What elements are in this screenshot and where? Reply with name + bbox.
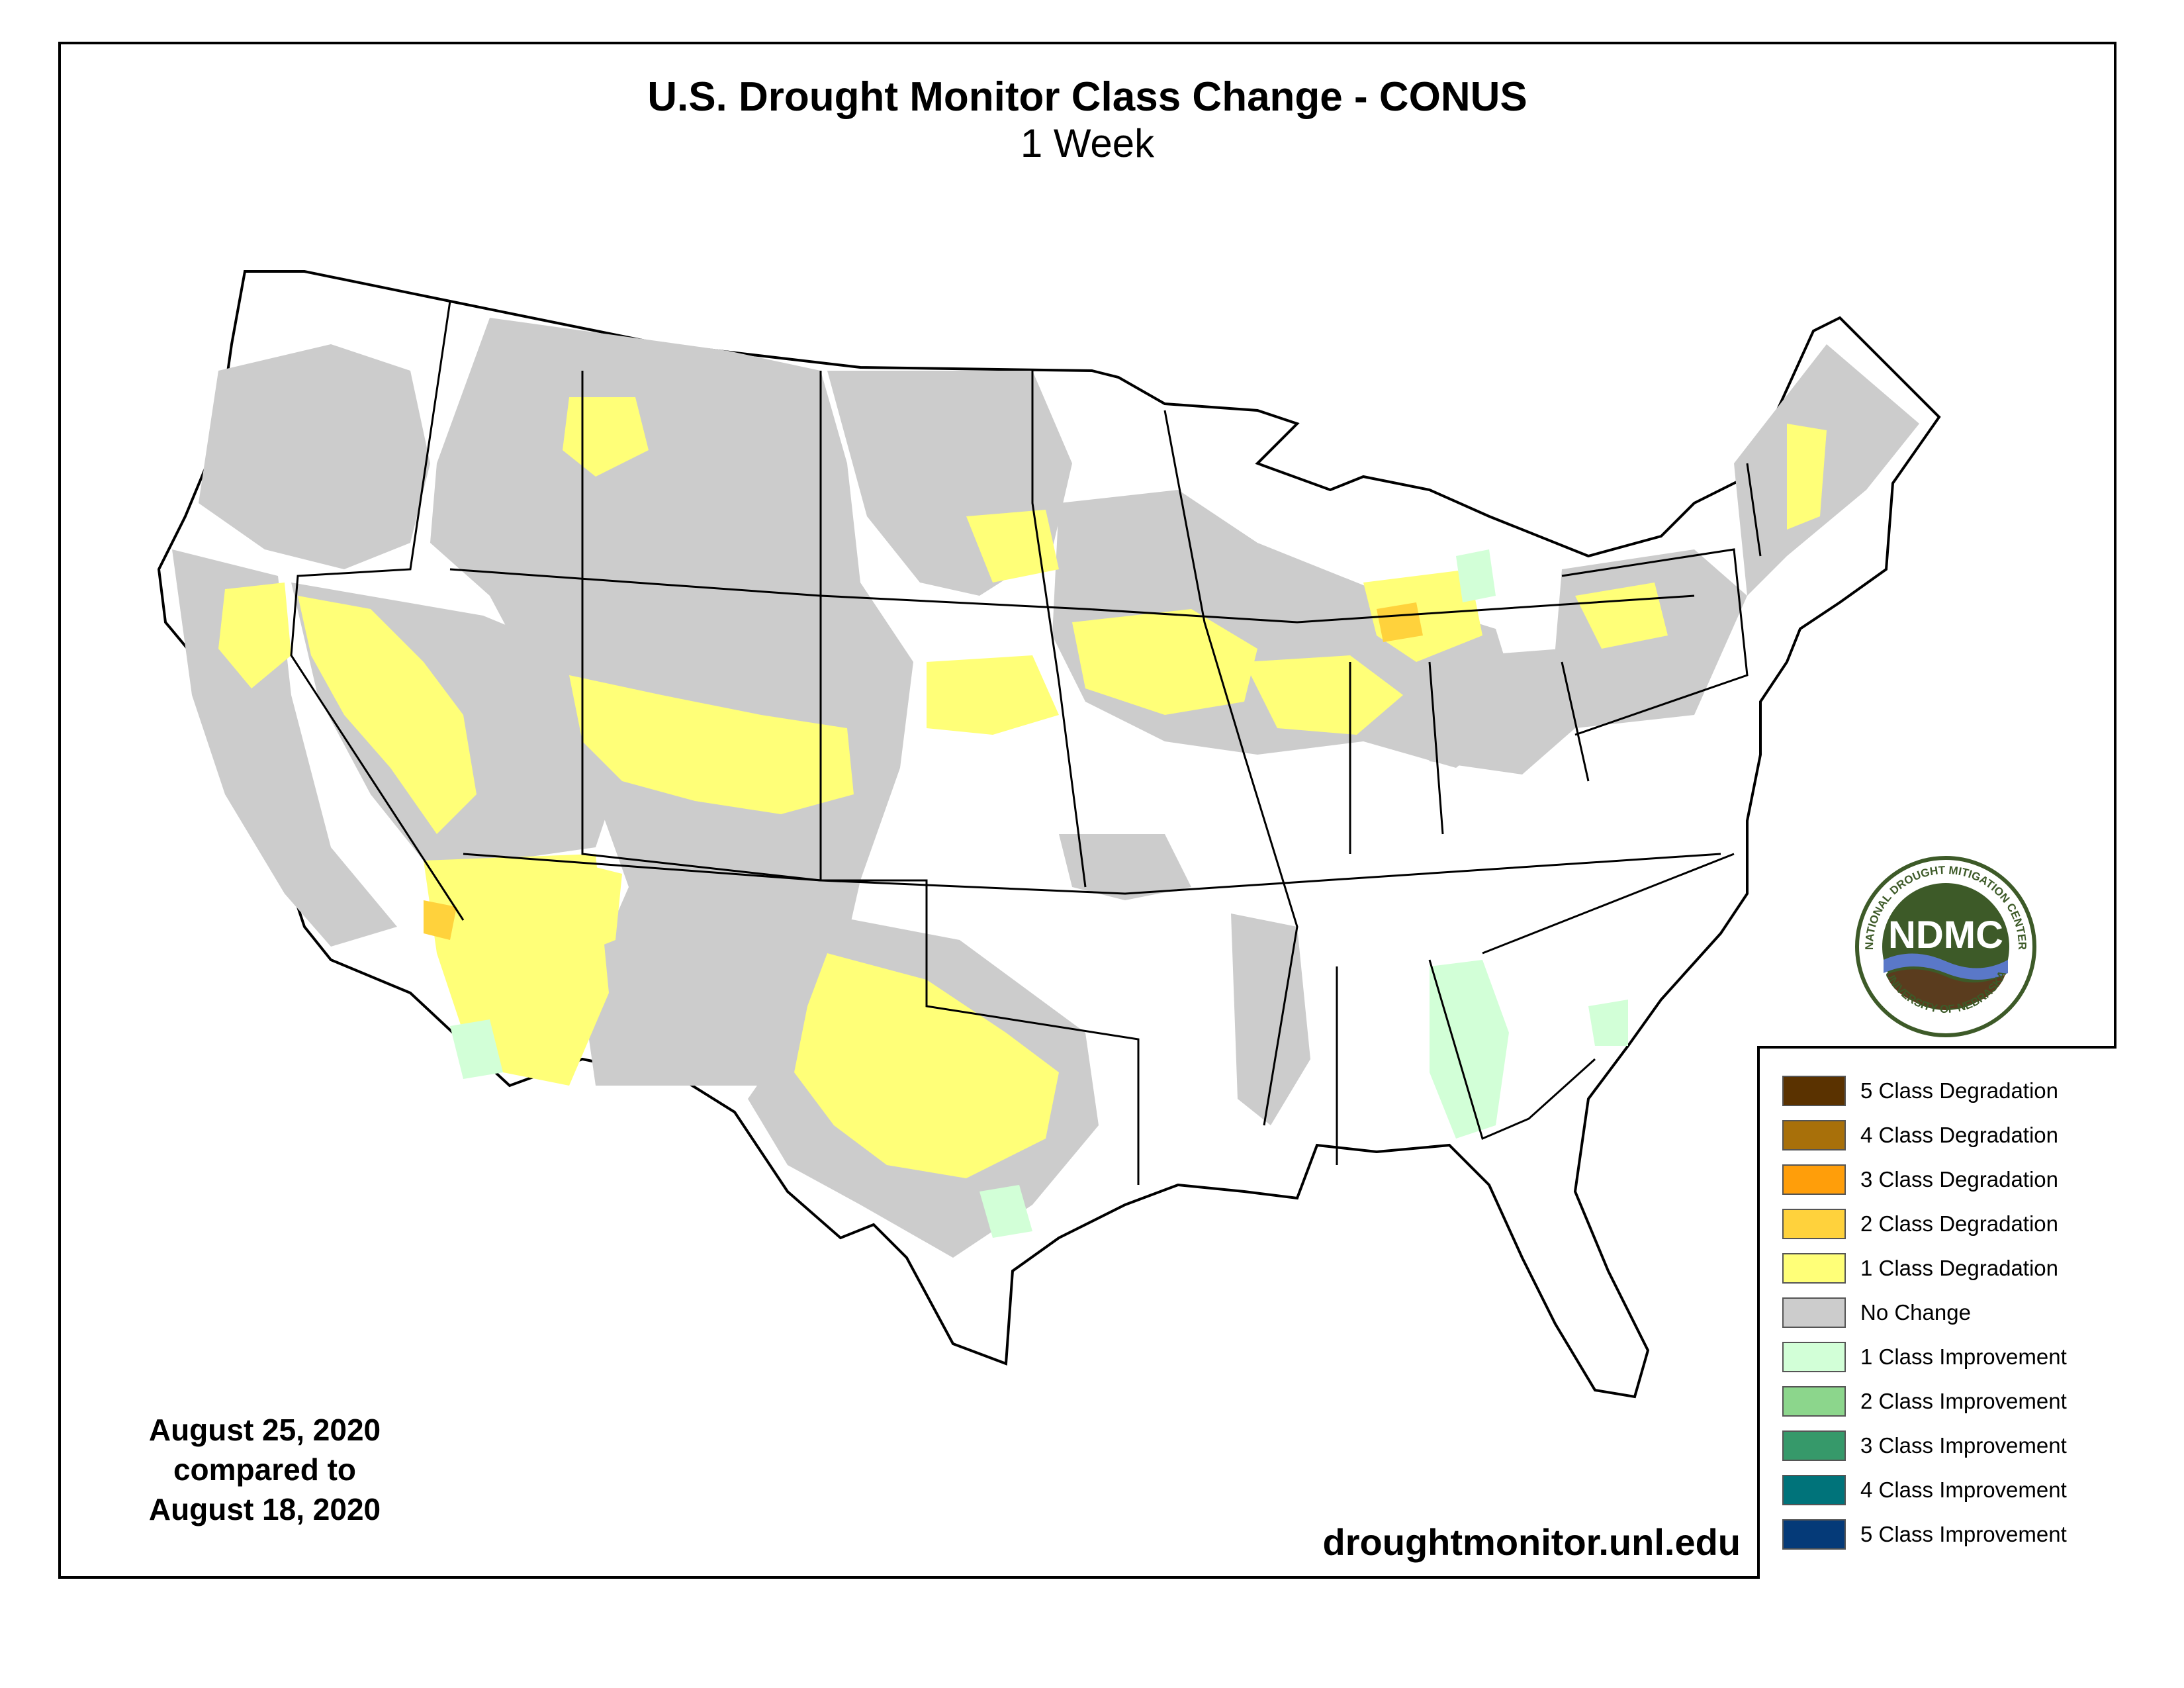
degradation-great-basin	[298, 596, 477, 834]
boundary-northeast	[1561, 463, 1762, 736]
degradation-montana	[563, 397, 649, 477]
logo-water-wave	[1884, 953, 2008, 980]
improvement-michigan	[1456, 549, 1496, 602]
legend-swatch	[1782, 1164, 1846, 1195]
no-change-pacific-nw	[199, 344, 430, 569]
boundary-latitude-42	[449, 568, 1695, 624]
legend-item: 4 Class Degradation	[1782, 1113, 2116, 1157]
legend-label: 4 Class Degradation	[1860, 1122, 2058, 1147]
map-subtitle: 1 Week	[1020, 121, 1155, 165]
legend-item: 1 Class Degradation	[1782, 1246, 2116, 1290]
improvement-areas	[450, 549, 1628, 1238]
legend-item: 5 Class Improvement	[1782, 1512, 2116, 1556]
degradation-new-mexico	[569, 861, 622, 953]
legend-label: 5 Class Improvement	[1860, 1521, 2067, 1546]
degradation-1-areas	[218, 397, 1827, 1178]
degradation-2-michigan	[1377, 602, 1423, 642]
boundary-mississippi	[1163, 410, 1298, 1126]
boundary-southeast	[1336, 853, 1735, 1165]
ndmc-logo: NDMC NATIONAL DROUGHT MITIGATION CENTER …	[1855, 856, 2036, 1037]
current-date: August 25, 2020	[148, 1413, 381, 1447]
legend-item: 4 Class Improvement	[1782, 1468, 2116, 1512]
legend-item: No Change	[1782, 1290, 2116, 1335]
legend-swatch	[1782, 1252, 1846, 1284]
legend-item: 2 Class Degradation	[1782, 1201, 2116, 1246]
legend-swatch	[1782, 1208, 1846, 1239]
legend-swatch	[1782, 1385, 1846, 1417]
degradation-indiana	[1244, 655, 1403, 735]
legend-item: 3 Class Degradation	[1782, 1157, 2116, 1201]
previous-date: August 18, 2020	[148, 1492, 381, 1526]
degradation-iowa-illinois	[1072, 609, 1257, 715]
improvement-texas	[979, 1185, 1032, 1238]
improvement-arizona	[450, 1019, 503, 1079]
legend-swatch	[1782, 1341, 1846, 1372]
boundary-plains-west	[1031, 371, 1087, 888]
legend-item: 3 Class Improvement	[1782, 1423, 2116, 1468]
degradation-utah-colorado	[569, 675, 854, 814]
legend: 5 Class Degradation 4 Class Degradation 3 …	[1757, 1046, 2116, 1579]
legend-item: 1 Class Improvement	[1782, 1335, 2116, 1379]
degradation-new-england	[1787, 424, 1827, 530]
legend-item: 5 Class Degradation	[1782, 1068, 2116, 1113]
legend-swatch	[1782, 1430, 1846, 1461]
legend-swatch	[1782, 1519, 1846, 1550]
degradation-nebraska	[927, 655, 1059, 735]
legend-swatch	[1782, 1297, 1846, 1328]
compared-to-label: compared to	[173, 1452, 357, 1487]
no-change-new-england	[1734, 344, 1919, 596]
legend-item: 2 Class Improvement	[1782, 1379, 2116, 1423]
logo-earth	[1886, 969, 2005, 1010]
degradation-2-areas	[424, 602, 1423, 940]
boundary-latitude-37	[463, 853, 1721, 895]
boundary-east-midwest	[1349, 661, 1590, 854]
legend-label: 2 Class Improvement	[1860, 1388, 2067, 1413]
boundary-texas-north	[821, 879, 1140, 1185]
degradation-nevada-west	[218, 583, 291, 688]
legend-label: 1 Class Improvement	[1860, 1344, 2067, 1369]
logo-abbrev: NDMC	[1888, 914, 2003, 957]
legend-swatch	[1782, 1075, 1846, 1106]
map-title: U.S. Drought Monitor Class Change - CONU…	[647, 74, 1527, 120]
boundary-rockies-west	[290, 301, 465, 921]
legend-swatch	[1782, 1119, 1846, 1150]
improvement-carolina	[1588, 1000, 1628, 1046]
legend-label: 2 Class Degradation	[1860, 1211, 2058, 1236]
legend-label: 3 Class Improvement	[1860, 1432, 2067, 1458]
legend-label: 3 Class Degradation	[1860, 1166, 2058, 1192]
date-comparison: August 25, 2020 compared to August 18, 2…	[93, 1410, 437, 1529]
degradation-texas	[794, 953, 1059, 1178]
boundary-mountain-east	[581, 371, 822, 882]
degradation-2-arizona	[424, 900, 457, 940]
source-url[interactable]: droughtmonitor.unl.edu	[1322, 1521, 1741, 1563]
improvement-georgia	[1430, 960, 1509, 1139]
state-boundaries	[290, 301, 1762, 1185]
legend-label: No Change	[1860, 1299, 1971, 1325]
legend-label: 4 Class Improvement	[1860, 1477, 2067, 1502]
legend-label: 5 Class Degradation	[1860, 1078, 2058, 1103]
legend-label: 1 Class Degradation	[1860, 1255, 2058, 1280]
legend-swatch	[1782, 1474, 1846, 1505]
no-change-kansas-ok	[1059, 834, 1191, 900]
